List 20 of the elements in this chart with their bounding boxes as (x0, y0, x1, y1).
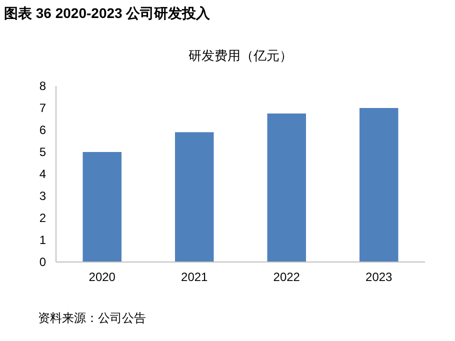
y-tick-label: 7 (39, 101, 46, 115)
y-tick-label: 8 (39, 79, 46, 93)
y-tick-label: 1 (39, 233, 46, 247)
y-tick-label: 2 (39, 211, 46, 225)
x-tick-label: 2022 (273, 270, 300, 284)
x-tick-label: 2021 (181, 270, 208, 284)
y-tick-label: 3 (39, 189, 46, 203)
x-tick-label: 2023 (366, 270, 393, 284)
bar (82, 152, 122, 262)
chart-title: 图表 36 2020-2023 公司研发投入 (4, 5, 212, 21)
x-tick-label: 2020 (88, 270, 116, 284)
bar (267, 114, 306, 262)
y-tick-label: 4 (39, 167, 46, 181)
y-tick-label: 6 (39, 123, 46, 137)
bar (175, 132, 214, 262)
y-tick-label: 0 (39, 255, 46, 269)
y-tick-label: 5 (39, 145, 46, 159)
bar (360, 108, 398, 262)
chart-subtitle: 研发费用（亿元） (188, 49, 292, 64)
text: 资料来源：公司公告 (38, 311, 146, 325)
